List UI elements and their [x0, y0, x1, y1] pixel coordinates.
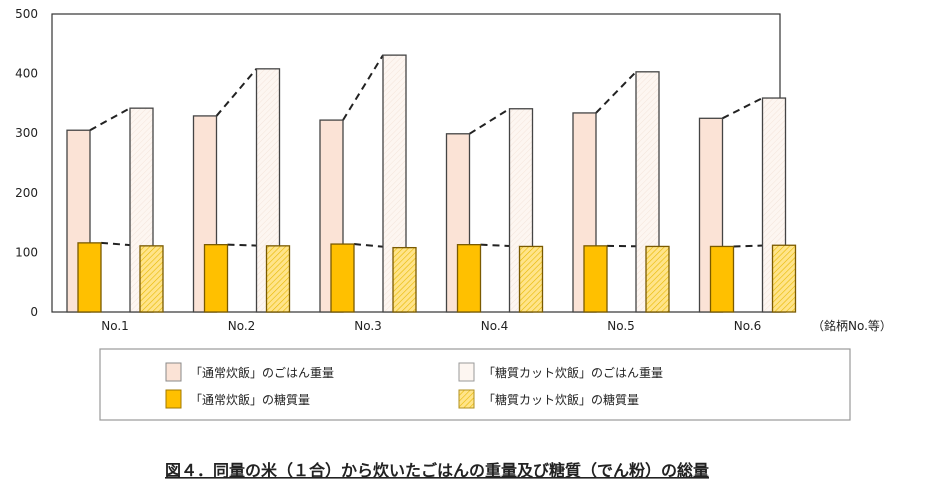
y-tick-label: 100 [15, 245, 38, 259]
bar-cut-sugar [265, 245, 291, 313]
bar-normal-sugar [456, 244, 482, 313]
chart-title: 図４．同量の米（１合）から炊いたごはんの重量及び糖質（でん粉）の総量 [165, 461, 709, 480]
connector-line [353, 243, 394, 249]
legend-swatch [458, 362, 475, 382]
legend-label: 「糖質カット炊飯」のごはん重量 [483, 365, 663, 380]
x-tick-label: No.2 [228, 319, 256, 333]
bar-cut-sugar [518, 245, 544, 313]
legend-box [99, 348, 851, 421]
x-tick-label: No.3 [354, 319, 382, 333]
connector-line [89, 107, 131, 132]
bar-normal-sugar [330, 243, 355, 313]
bar-normal-sugar [203, 244, 229, 313]
legend-label: 「糖質カット炊飯」の糖質量 [483, 392, 639, 407]
connector-line [595, 71, 637, 114]
bar-cut-sugar [645, 245, 670, 313]
legend-swatch [458, 389, 475, 409]
x-tick-label: No.4 [481, 319, 509, 333]
connector-line [100, 241, 141, 247]
x-tick-label: No.1 [101, 319, 129, 333]
y-tick-label: 400 [15, 67, 38, 81]
y-tick-label: 200 [15, 186, 38, 200]
y-tick-label: 500 [15, 7, 38, 21]
connector-line [722, 97, 763, 120]
connector-line [733, 244, 773, 248]
legend-label: 「通常炊飯」のごはん重量 [190, 365, 334, 380]
bar-cut-sugar [771, 244, 797, 313]
connector-line [606, 244, 647, 248]
connector-line [227, 243, 267, 247]
bar-normal-sugar [77, 242, 102, 313]
legend-swatch [165, 362, 182, 382]
y-tick-label: 0 [30, 305, 38, 319]
x-tick-label: No.5 [607, 319, 635, 333]
legend-swatch [165, 389, 182, 409]
bar-cut-sugar [392, 246, 417, 313]
connector-line [215, 68, 258, 117]
y-tick-label: 300 [15, 126, 38, 140]
x-axis-label: （銘柄No.等） [812, 318, 892, 333]
bar-cut-sugar [139, 245, 164, 313]
connector-line [342, 54, 384, 121]
connector-line [468, 107, 511, 135]
bar-normal-sugar [583, 245, 608, 313]
connector-line [480, 243, 520, 248]
bar-normal-sugar [709, 245, 735, 313]
legend-label: 「通常炊飯」の糖質量 [190, 392, 310, 407]
x-tick-label: No.6 [734, 319, 762, 333]
